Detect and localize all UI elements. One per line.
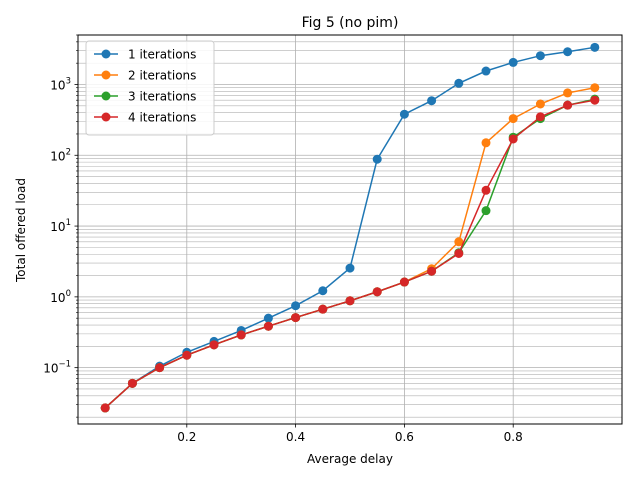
x-tick-label: 0.8 bbox=[504, 430, 523, 444]
y-tick-base: 10 bbox=[43, 362, 58, 376]
data-point bbox=[209, 340, 219, 350]
data-point bbox=[399, 109, 409, 119]
legend-label: 3 iterations bbox=[128, 90, 196, 104]
data-point bbox=[508, 114, 518, 124]
y-tick-label: 102 bbox=[50, 147, 71, 163]
data-point bbox=[263, 321, 273, 331]
data-point bbox=[590, 95, 600, 105]
y-tick-base: 10 bbox=[50, 149, 65, 163]
y-tick-exponent: 1 bbox=[66, 218, 71, 228]
y-tick-exponent: 2 bbox=[66, 147, 71, 157]
data-point bbox=[182, 350, 192, 360]
x-tick-label: 0.4 bbox=[286, 430, 305, 444]
chart-title: Fig 5 (no pim) bbox=[302, 15, 399, 31]
x-tick-label: 0.6 bbox=[395, 430, 414, 444]
legend-marker bbox=[101, 49, 111, 59]
legend: 1 iterations 2 iterations 3 iterations 4 it… bbox=[85, 40, 215, 136]
data-point bbox=[535, 51, 545, 61]
data-point bbox=[590, 83, 600, 93]
legend-label: 2 iterations bbox=[128, 69, 196, 83]
data-point bbox=[590, 42, 600, 52]
y-tick-label: 103 bbox=[50, 76, 71, 92]
x-axis-label: Average delay bbox=[307, 452, 393, 466]
legend-label: 1 iterations bbox=[128, 48, 196, 62]
data-point bbox=[291, 301, 301, 311]
data-point bbox=[345, 296, 355, 306]
y-tick-label: 100 bbox=[50, 289, 71, 305]
legend-marker bbox=[101, 91, 111, 101]
data-point bbox=[508, 134, 518, 144]
y-tick-exponent: −1 bbox=[58, 360, 71, 370]
legend-label: 4 iterations bbox=[128, 111, 196, 125]
legend-marker bbox=[101, 70, 111, 80]
data-point bbox=[508, 57, 518, 67]
y-tick-label: 10−1 bbox=[43, 360, 71, 376]
series-4 bbox=[100, 95, 600, 413]
y-tick-label: 101 bbox=[50, 218, 71, 234]
data-point bbox=[100, 403, 110, 413]
data-point bbox=[454, 248, 464, 258]
data-point bbox=[372, 287, 382, 297]
data-point bbox=[481, 185, 491, 195]
data-point bbox=[155, 363, 165, 373]
data-point bbox=[345, 263, 355, 273]
data-point bbox=[263, 313, 273, 323]
data-point bbox=[372, 154, 382, 164]
data-point bbox=[454, 78, 464, 88]
data-point bbox=[318, 304, 328, 314]
data-point bbox=[481, 206, 491, 216]
data-point bbox=[535, 112, 545, 122]
data-point bbox=[535, 99, 545, 109]
data-point bbox=[454, 237, 464, 247]
y-tick-base: 10 bbox=[50, 291, 65, 305]
data-point bbox=[236, 330, 246, 340]
data-point bbox=[127, 378, 137, 388]
data-point bbox=[291, 313, 301, 323]
data-point bbox=[399, 277, 409, 287]
y-tick-base: 10 bbox=[50, 78, 65, 92]
data-point bbox=[481, 138, 491, 148]
legend-frame bbox=[85, 40, 215, 136]
y-axis-label: Total offered load bbox=[14, 178, 28, 283]
y-tick-exponent: 0 bbox=[66, 289, 71, 299]
data-point bbox=[563, 88, 573, 98]
data-point bbox=[318, 286, 328, 296]
data-point bbox=[481, 66, 491, 76]
data-point bbox=[427, 96, 437, 106]
data-point bbox=[427, 266, 437, 276]
y-tick-exponent: 3 bbox=[66, 76, 71, 86]
x-tick-label: 0.2 bbox=[177, 430, 196, 444]
data-point bbox=[563, 47, 573, 57]
legend-marker bbox=[101, 112, 111, 122]
data-point bbox=[563, 100, 573, 110]
y-tick-base: 10 bbox=[50, 220, 65, 234]
series-layer bbox=[100, 42, 600, 413]
